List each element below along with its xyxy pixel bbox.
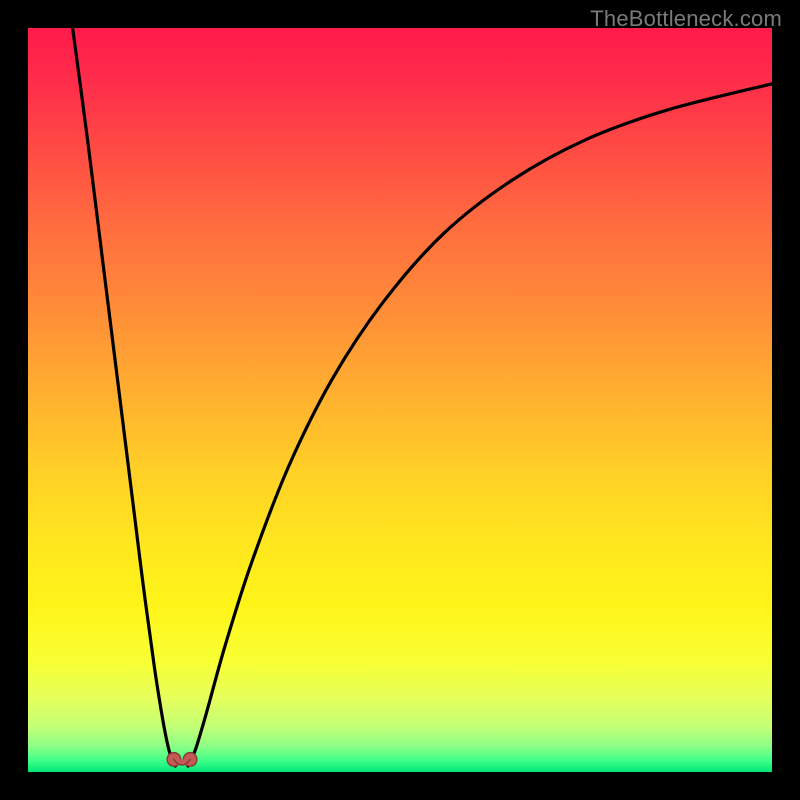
right-curve-branch (188, 84, 772, 766)
stage: TheBottleneck.com (0, 0, 800, 800)
curve-svg (28, 28, 772, 772)
plot-area (28, 28, 772, 772)
left-curve-branch (73, 28, 176, 766)
min-marker (167, 753, 197, 767)
